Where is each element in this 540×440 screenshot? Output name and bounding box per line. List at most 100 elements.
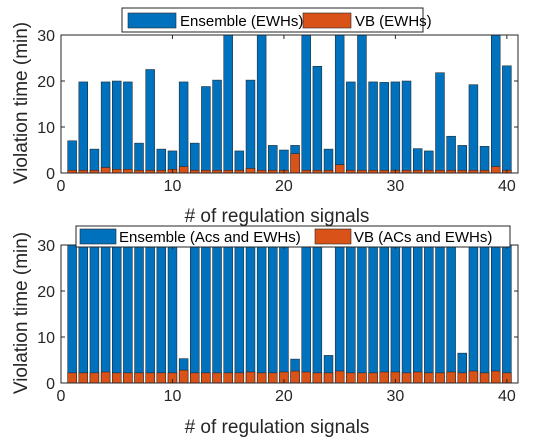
bar-vb-27	[357, 372, 367, 384]
bar-ensemble-23	[312, 66, 323, 174]
x-tick-label: 20	[275, 388, 293, 405]
bar-vb-5	[112, 169, 122, 174]
bar-vb-35	[446, 371, 456, 384]
chart-ewhs: 0 10 20 30 40 0 10 20 30 Ensemble (EWHs) VB (EWH…	[11, 7, 519, 227]
bar-ensemble-27	[357, 244, 367, 384]
bar-ensemble-7	[134, 244, 144, 384]
legend-label-ensemble: Ensemble (Acs and EWHs)	[119, 229, 301, 246]
bar-vb-16	[234, 372, 245, 384]
bar-vb-31	[401, 372, 412, 384]
bar-ensemble-37	[468, 244, 479, 384]
bar-ensemble-33	[424, 244, 434, 384]
bar-vb-33	[424, 372, 434, 384]
bar-ensemble-22	[301, 34, 311, 174]
bar-vb-3	[89, 372, 100, 384]
bar-vb-5	[112, 372, 122, 384]
bar-ensemble-40	[502, 244, 512, 384]
bar-ensemble-30	[390, 244, 401, 384]
bar-vb-17	[245, 371, 256, 384]
y-tick-label: 0	[46, 376, 55, 393]
bar-vb-4	[100, 371, 111, 384]
bar-ensemble-24	[323, 148, 334, 174]
bar-ensemble-35	[446, 244, 456, 384]
x-axis-label: # of regulation signals	[185, 417, 370, 438]
plot-area-acs-ewhs: 0 10 20 30 40 0 10 20 30	[37, 238, 519, 405]
plot-area-ewhs: 0 10 20 30 40 0 10 20 30	[37, 28, 519, 195]
chart-acs-ewhs: 0 10 20 30 40 0 10 20 30 Ensemble (Acs and EWHs)…	[11, 225, 519, 438]
y-axis-label: Violation time (min)	[11, 22, 32, 184]
legend-label-vb: VB (EWHs)	[355, 13, 432, 30]
bar-ensemble-26	[346, 81, 356, 174]
bar-ensemble-1	[67, 140, 77, 174]
axes-frame	[60, 34, 519, 174]
bar-ensemble-25	[334, 244, 345, 384]
bar-vb-1	[67, 372, 77, 384]
bar-vb-8	[145, 372, 155, 384]
legend-swatch-ensemble	[127, 12, 177, 29]
bar-ensemble-33	[424, 150, 434, 174]
bar-ensemble-27	[357, 34, 367, 174]
bar-ensemble-16	[234, 150, 245, 174]
bar-vb-28	[368, 372, 378, 384]
bar-ensemble-8	[145, 69, 155, 174]
bar-vb-2	[78, 372, 89, 384]
bar-vb-38	[479, 372, 490, 384]
bar-vb-39	[491, 166, 501, 174]
bar-vb-4	[100, 167, 111, 174]
bar-ensemble-6	[123, 244, 133, 384]
legend-box	[75, 225, 511, 248]
bar-ensemble-29	[379, 244, 389, 384]
bar-ensemble-11	[178, 81, 189, 174]
x-tick-label: 40	[498, 178, 516, 195]
legend-label-ensemble: Ensemble (EWHs)	[180, 13, 303, 30]
bar-ensemble-35	[446, 135, 456, 174]
bar-vb-21	[290, 153, 300, 174]
bar-ensemble-12	[190, 244, 200, 384]
bar-vb-24	[323, 372, 334, 384]
y-tick-label: 20	[37, 284, 55, 301]
bar-vb-12	[190, 372, 200, 384]
bar-vb-23	[312, 372, 323, 384]
bar-ensemble-31	[401, 244, 412, 384]
bar-vb-25	[334, 370, 345, 384]
bar-ensemble-5	[112, 244, 122, 384]
bar-ensemble-39	[491, 34, 501, 174]
bar-vb-25	[334, 164, 345, 174]
bar-ensemble-4	[100, 244, 111, 384]
bar-ensemble-13	[201, 244, 211, 384]
bar-ensemble-22	[301, 244, 311, 384]
bar-ensemble-31	[401, 80, 412, 174]
bar-ensemble-3	[89, 244, 100, 384]
bar-vb-34	[435, 372, 445, 384]
bar-vb-9	[156, 372, 167, 384]
bar-ensemble-7	[134, 142, 144, 174]
bar-vb-19	[268, 372, 278, 384]
x-tick-label: 0	[57, 388, 66, 405]
bar-ensemble-3	[89, 148, 100, 174]
bar-vb-11	[178, 166, 189, 174]
bar-ensemble-1	[67, 244, 77, 384]
legend-swatch-vb	[302, 12, 352, 29]
bar-ensemble-25	[334, 34, 345, 174]
bar-ensemble-32	[412, 244, 423, 384]
bar-ensemble-13	[201, 86, 211, 174]
x-tick-label: 30	[386, 178, 404, 195]
x-tick-label: 10	[164, 178, 182, 195]
bar-ensemble-17	[245, 79, 256, 174]
x-tick-label: 10	[164, 388, 182, 405]
bar-ensemble-5	[112, 80, 122, 174]
bar-vb-18	[256, 372, 267, 384]
y-tick-label: 10	[37, 120, 55, 137]
x-tick-label: 0	[57, 178, 66, 195]
legend-label-vb: VB (ACs and EWHs)	[354, 229, 492, 246]
bar-ensemble-26	[346, 244, 356, 384]
legend-swatch-ensemble	[79, 228, 117, 245]
y-tick-label: 10	[37, 330, 55, 347]
bar-ensemble-40	[502, 65, 512, 174]
bar-ensemble-37	[468, 84, 479, 174]
bar-ensemble-2	[78, 244, 89, 384]
bar-ensemble-8	[145, 244, 155, 384]
bar-ensemble-38	[479, 146, 490, 174]
bar-ensemble-6	[123, 81, 133, 174]
bar-ensemble-2	[78, 81, 89, 174]
